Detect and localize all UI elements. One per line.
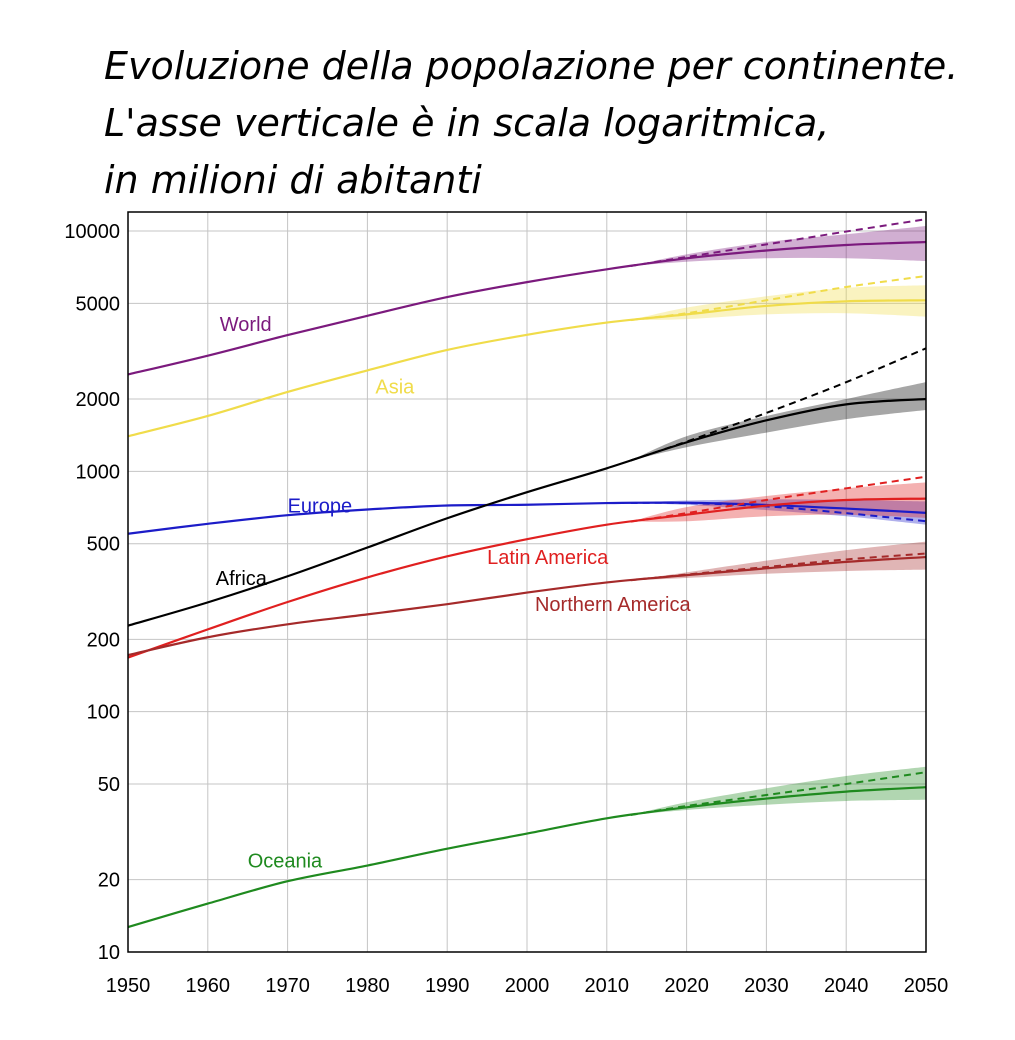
x-tick-label: 1980	[345, 975, 390, 997]
x-tick-label: 1990	[425, 975, 470, 997]
asia-label: Asia	[375, 377, 415, 399]
y-tick-label: 1000	[76, 461, 121, 483]
oceania-line	[127, 786, 927, 929]
africa-label: Africa	[216, 568, 268, 590]
y-tick-label: 100	[87, 702, 120, 724]
asia-line	[127, 299, 927, 438]
x-tick-label: 1960	[186, 975, 231, 997]
northern-america-label: Northern America	[535, 594, 691, 616]
world-label: World	[220, 314, 272, 336]
x-tick-label: 2020	[664, 975, 709, 997]
title-line-3: in milioni di abitanti	[104, 158, 482, 202]
latin-america-line	[127, 497, 927, 659]
x-tick-label: 2030	[744, 975, 789, 997]
y-tick-label: 500	[87, 534, 120, 556]
y-tick-label: 200	[87, 629, 120, 651]
x-tick-label: 2010	[585, 975, 630, 997]
y-tick-label: 10	[98, 942, 120, 964]
title-line-1: Evoluzione della popolazione per contine…	[104, 44, 959, 88]
projection-bands	[630, 225, 926, 816]
world-line	[127, 240, 927, 376]
x-tick-label: 2000	[505, 975, 550, 997]
x-tick-label: 1950	[106, 975, 151, 997]
y-tick-label: 50	[98, 774, 120, 796]
y-tick-label: 10000	[64, 221, 120, 243]
chart-title: Evoluzione della popolazione per contine…	[104, 38, 958, 209]
title-line-2: L'asse verticale è in scala logaritmica,	[104, 101, 830, 145]
africa-projection-band	[630, 382, 926, 461]
oceania-label: Oceania	[248, 851, 323, 873]
x-tick-label: 2050	[904, 975, 949, 997]
series-lines	[127, 218, 927, 929]
europe-label: Europe	[288, 496, 353, 518]
latin-america-label: Latin America	[487, 547, 609, 569]
x-tick-label: 2040	[824, 975, 869, 997]
northern-america-line	[127, 555, 927, 657]
axes: 1950 1960 1970 1980 1990 2000 2010 2020 2030 2040…	[64, 211, 949, 997]
y-tick-label: 2000	[76, 389, 121, 411]
series-labels: World Asia Europe Africa Latin America Northe…	[216, 314, 692, 873]
y-tick-label: 20	[98, 870, 120, 892]
northern-america-projection-band	[630, 541, 926, 581]
plot-frame	[127, 211, 927, 953]
europe-line	[127, 501, 927, 535]
y-tick-label: 5000	[76, 293, 121, 315]
x-tick-label: 1970	[265, 975, 310, 997]
europe-projection-band	[630, 499, 926, 525]
africa-line	[127, 397, 927, 627]
